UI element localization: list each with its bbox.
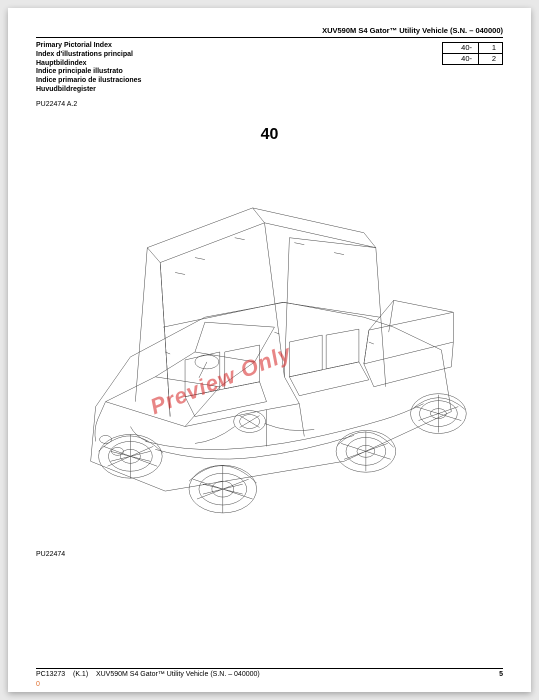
index-title: Primary Pictorial Index — [36, 42, 141, 51]
vehicle-diagram — [36, 152, 503, 547]
page-header: XUV590M S4 Gator™ Utility Vehicle (S.N. … — [36, 26, 503, 38]
footer-product: XUV590M S4 Gator™ Utility Vehicle (S.N. … — [96, 671, 260, 678]
footer-page-number: 5 — [499, 671, 503, 678]
table-row: 40- 2 — [443, 54, 503, 65]
figure-code: PU22474 — [36, 551, 503, 558]
page-ref-table: 40- 1 40- 2 — [442, 42, 503, 65]
figure-area: Preview Only — [36, 152, 503, 547]
product-title: XUV590M S4 Gator™ Utility Vehicle (S.N. … — [322, 26, 503, 35]
doc-rev: (K.1) — [73, 671, 88, 678]
ref-section: 40- — [443, 43, 479, 54]
index-title: Indice primario de ilustraciones — [36, 77, 141, 86]
index-title: Hauptbildindex — [36, 60, 141, 69]
index-title: Indice principale illustrato — [36, 68, 141, 77]
table-row: 40- 1 — [443, 43, 503, 54]
index-row: Primary Pictorial Index Index d'illustra… — [36, 42, 503, 95]
footer-sub: 0 — [36, 681, 40, 688]
index-titles: Primary Pictorial Index Index d'illustra… — [36, 42, 141, 95]
footer: PC13273 (K.1) XUV590M S4 Gator™ Utility … — [36, 668, 503, 678]
pu-code: PU22474 A.2 — [36, 101, 503, 108]
ref-section: 40- — [443, 54, 479, 65]
ref-page: 1 — [479, 43, 503, 54]
page: XUV590M S4 Gator™ Utility Vehicle (S.N. … — [8, 8, 531, 692]
index-title: Huvudbildregister — [36, 86, 141, 95]
doc-number: PC13273 — [36, 671, 65, 678]
ref-page: 2 — [479, 54, 503, 65]
index-title: Index d'illustrations principal — [36, 51, 141, 60]
section-number: 40 — [36, 126, 503, 144]
footer-left: PC13273 (K.1) XUV590M S4 Gator™ Utility … — [36, 671, 260, 678]
